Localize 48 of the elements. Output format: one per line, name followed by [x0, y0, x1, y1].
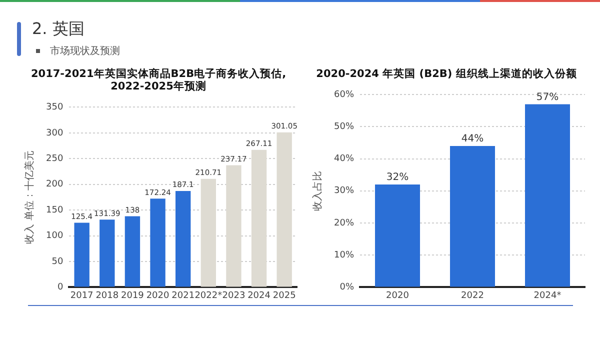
y-tick-label: 300: [46, 128, 64, 138]
bar: [124, 216, 140, 287]
bar: [226, 165, 242, 287]
bar: [100, 220, 115, 287]
y-tick-label: 40%: [334, 154, 354, 164]
bar: [525, 104, 570, 287]
y-tick-label: 20%: [334, 218, 354, 228]
bar: [150, 198, 166, 287]
y-tick-label: 10%: [334, 250, 354, 260]
text: 市场现状及预测: [50, 44, 120, 58]
y-tick-label: 100: [46, 231, 64, 242]
x-tick-label: 2023: [222, 290, 246, 301]
bar: [251, 150, 267, 287]
bar: [74, 222, 90, 287]
y-tick-label: 150: [46, 205, 64, 216]
text: 2. 英国: [32, 19, 84, 40]
y-tick-label: 60%: [334, 90, 354, 100]
x-tick-label: 2022*: [194, 290, 223, 301]
y-axis-title: 收入 单位：十亿美元: [24, 150, 36, 244]
y-tick-label: 200: [46, 180, 64, 190]
x-tick-label: 2020: [146, 290, 170, 301]
x-tick-label: 2017: [70, 290, 94, 301]
y-tick-label: 30%: [334, 186, 354, 196]
x-tick-label: 2024: [248, 290, 271, 301]
x-tick-label: 2021: [172, 290, 195, 301]
x-tick-label: 2018: [96, 290, 119, 301]
chart-title: 2020-2024 年英国 (B2B) 组织线上渠道的收入份额: [316, 67, 578, 80]
x-tick-label: 2025: [272, 290, 296, 301]
bar: [276, 132, 292, 287]
bar: [450, 146, 495, 287]
bar: [200, 178, 216, 287]
y-tick-label: 350: [46, 102, 64, 113]
y-tick-label: 0: [57, 282, 64, 293]
bar: [175, 190, 191, 287]
x-tick-label: 2020: [386, 290, 410, 301]
chart-title: 2017-2021年英国实体商品B2B电子商务收入预估, 2022-2025年预测: [30, 67, 286, 93]
data-label: 44%: [461, 134, 484, 145]
x-tick-label: 2022: [461, 290, 484, 301]
x-tick-label: 2019: [121, 290, 144, 301]
y-tick-label: 50: [52, 256, 64, 267]
y-tick-label: 250: [46, 154, 64, 164]
y-tick-label: 50%: [334, 122, 354, 132]
data-label: 57%: [536, 92, 559, 103]
y-axis-title: 收入占比: [312, 170, 324, 211]
y-tick-label: 0%: [340, 282, 354, 293]
x-tick-label: 2024*: [534, 290, 562, 301]
data-label: 32%: [386, 172, 409, 184]
bar: [375, 184, 420, 287]
